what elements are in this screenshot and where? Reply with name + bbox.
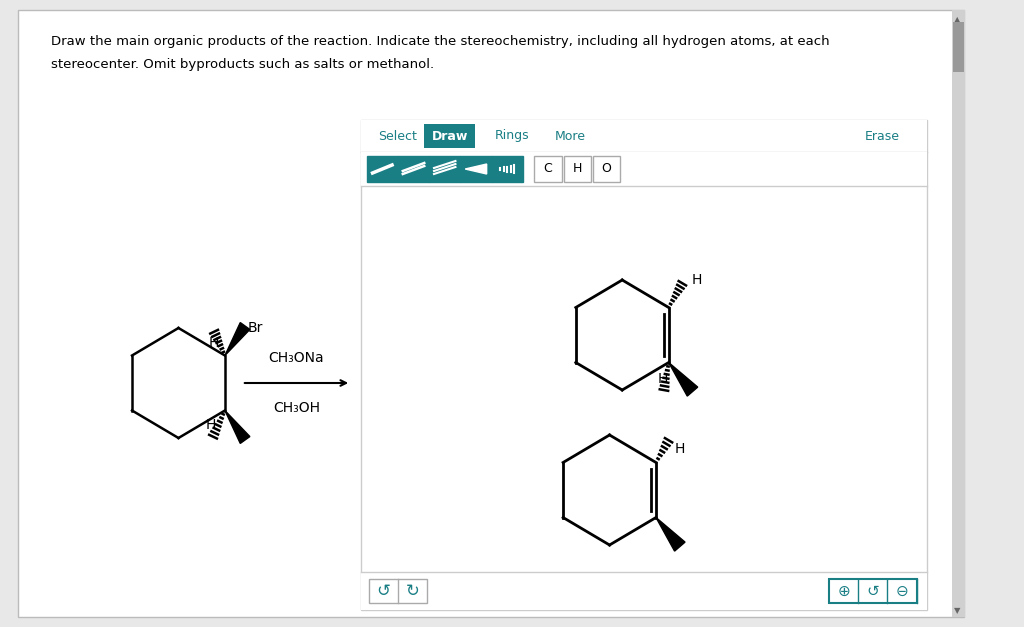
Text: CH₃OH: CH₃OH (273, 401, 319, 415)
Bar (952, 10, 965, 617)
Bar (953, 22, 964, 72)
Text: H: H (208, 336, 219, 350)
Bar (367, 156, 398, 182)
Bar (398, 156, 429, 182)
Text: ▼: ▼ (954, 606, 961, 615)
Bar (360, 572, 927, 610)
Text: ⊖: ⊖ (896, 584, 908, 599)
Text: Draw the main organic products of the reaction. Indicate the stereochemistry, in: Draw the main organic products of the re… (51, 35, 829, 48)
Text: Erase: Erase (865, 130, 900, 142)
Bar (360, 120, 927, 152)
Polygon shape (465, 164, 486, 174)
Bar (369, 579, 427, 603)
Text: C: C (544, 162, 553, 176)
Text: Rings: Rings (495, 130, 529, 142)
Text: ▲: ▲ (954, 15, 961, 24)
Polygon shape (225, 322, 250, 356)
Bar (492, 156, 522, 182)
Text: O: O (602, 162, 611, 176)
Polygon shape (225, 411, 250, 443)
Text: ⊕: ⊕ (838, 584, 850, 599)
Bar (829, 579, 916, 603)
Polygon shape (669, 362, 697, 396)
Text: ↻: ↻ (406, 582, 420, 600)
Text: Draw: Draw (431, 130, 468, 142)
Bar (360, 152, 927, 186)
Bar (461, 156, 492, 182)
Text: CH₃ONa: CH₃ONa (268, 351, 325, 365)
Bar (535, 156, 562, 182)
Text: H: H (692, 273, 702, 287)
Bar (360, 120, 927, 610)
Text: Select: Select (379, 130, 418, 142)
Text: ↺: ↺ (377, 582, 390, 600)
Bar (593, 156, 621, 182)
Bar (429, 156, 461, 182)
Text: H: H (675, 441, 685, 456)
Bar (424, 124, 475, 148)
Text: ↺: ↺ (866, 584, 880, 599)
Bar (563, 156, 591, 182)
Polygon shape (656, 517, 685, 551)
Text: H: H (572, 162, 582, 176)
Text: H: H (205, 418, 215, 433)
Text: H: H (658, 372, 669, 386)
Text: More: More (555, 130, 586, 142)
Text: Br: Br (248, 321, 263, 335)
Text: stereocenter. Omit byproducts such as salts or methanol.: stereocenter. Omit byproducts such as sa… (51, 58, 434, 71)
